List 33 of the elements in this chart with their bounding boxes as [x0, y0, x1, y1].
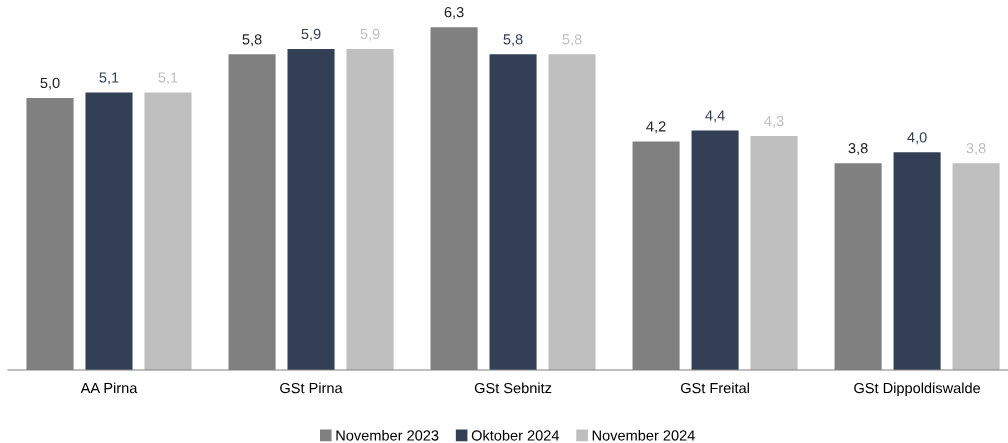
data-label: 5,8	[242, 34, 262, 47]
legend-label: November 2023	[336, 429, 439, 441]
x-tick-label: GSt Sebnitz	[474, 382, 552, 394]
x-tick-label: AA Pirna	[80, 382, 138, 394]
legend-label: Oktober 2024	[471, 429, 560, 441]
x-tick-label: GSt Pirna	[280, 382, 343, 394]
data-label: 5,1	[99, 72, 119, 85]
bar	[346, 48, 394, 370]
data-label: 5,8	[503, 34, 523, 47]
data-label: 5,9	[360, 28, 380, 41]
bar	[548, 54, 596, 370]
data-label: 6,3	[444, 6, 464, 20]
bar	[893, 152, 941, 370]
data-label: 5,0	[40, 77, 60, 90]
data-label: 5,1	[158, 72, 178, 85]
data-label: 4,3	[764, 115, 784, 128]
data-label: 3,8	[966, 143, 986, 156]
bar	[489, 54, 537, 370]
legend-label: November 2024	[592, 429, 695, 441]
x-tick-label: GSt Freital	[680, 382, 749, 394]
data-label: 4,2	[646, 121, 666, 134]
data-label: 3,8	[848, 143, 868, 156]
bar	[144, 92, 192, 370]
bar	[85, 92, 133, 370]
x-tick-label: GSt Dippoldiswalde	[854, 382, 981, 397]
bar	[750, 135, 798, 370]
bar	[287, 48, 335, 370]
bar	[691, 130, 739, 370]
data-label: 4,0	[907, 132, 927, 145]
bar	[952, 163, 1000, 370]
data-label: 4,4	[705, 110, 725, 123]
data-label: 5,9	[301, 28, 321, 41]
data-label: 5,8	[562, 34, 582, 47]
